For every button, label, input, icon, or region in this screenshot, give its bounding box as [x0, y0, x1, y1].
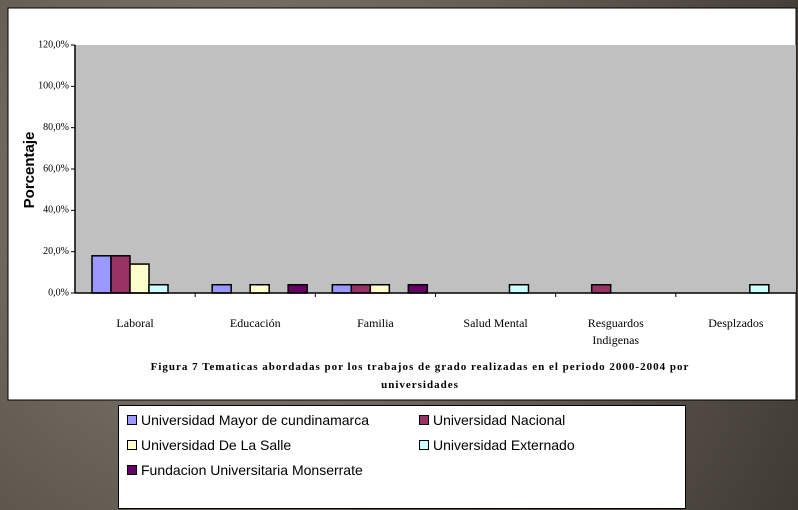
bar	[592, 285, 611, 293]
bar	[332, 285, 351, 293]
legend-swatch	[419, 440, 429, 450]
y-axis-label: Porcentaje	[21, 132, 38, 209]
y-tick-label: 100,0%	[38, 81, 69, 92]
legend-item: Fundacion Universitaria Monserrate	[127, 462, 363, 478]
x-tick-label: Educación	[230, 316, 281, 330]
legend-swatch	[419, 415, 429, 425]
x-tick-label: Laboral	[116, 316, 154, 330]
plot-area	[75, 45, 796, 293]
y-tick-label: 40,0%	[43, 205, 69, 216]
bar	[750, 285, 769, 293]
page: Porcentaje 0,0% 20,0% 40,0% 60,0% 80,0% 100,0…	[0, 0, 798, 510]
legend: Universidad Mayor de cundinamarca Univers…	[118, 405, 686, 509]
legend-item: Universidad Nacional	[419, 412, 565, 428]
legend-swatch	[127, 465, 137, 475]
bar	[111, 256, 130, 293]
bar	[408, 285, 427, 293]
y-tick-label: 120,0%	[38, 39, 69, 50]
bar	[130, 264, 149, 293]
y-tick-label: 0,0%	[48, 287, 69, 298]
legend-swatch	[127, 440, 137, 450]
legend-label: Universidad Nacional	[433, 412, 565, 428]
bar	[510, 285, 529, 293]
legend-label: Universidad De La Salle	[141, 437, 291, 453]
legend-label: Universidad Externado	[433, 437, 575, 453]
legend-item: Universidad Mayor de cundinamarca	[127, 412, 369, 428]
bar	[92, 256, 111, 293]
x-tick-label: Familia	[357, 316, 394, 330]
y-tick-label: 20,0%	[43, 246, 69, 257]
legend-label: Universidad Mayor de cundinamarca	[141, 412, 369, 428]
y-tick-label: 80,0%	[43, 122, 69, 133]
legend-item: Universidad De La Salle	[127, 437, 291, 453]
bar	[149, 285, 168, 293]
x-tick-label: Desplzados	[708, 316, 764, 330]
bar	[351, 285, 370, 293]
bar	[212, 285, 231, 293]
legend-item: Universidad Externado	[419, 437, 575, 453]
legend-label: Fundacion Universitaria Monserrate	[141, 462, 363, 478]
bar	[370, 285, 389, 293]
chart-title: Figura 7 Tematicas abordadas por los tra…	[150, 358, 690, 394]
legend-swatch	[127, 415, 137, 425]
bar	[250, 285, 269, 293]
bar	[288, 285, 307, 293]
y-tick-label: 60,0%	[43, 163, 69, 174]
x-tick-label: Salud Mental	[463, 316, 528, 330]
